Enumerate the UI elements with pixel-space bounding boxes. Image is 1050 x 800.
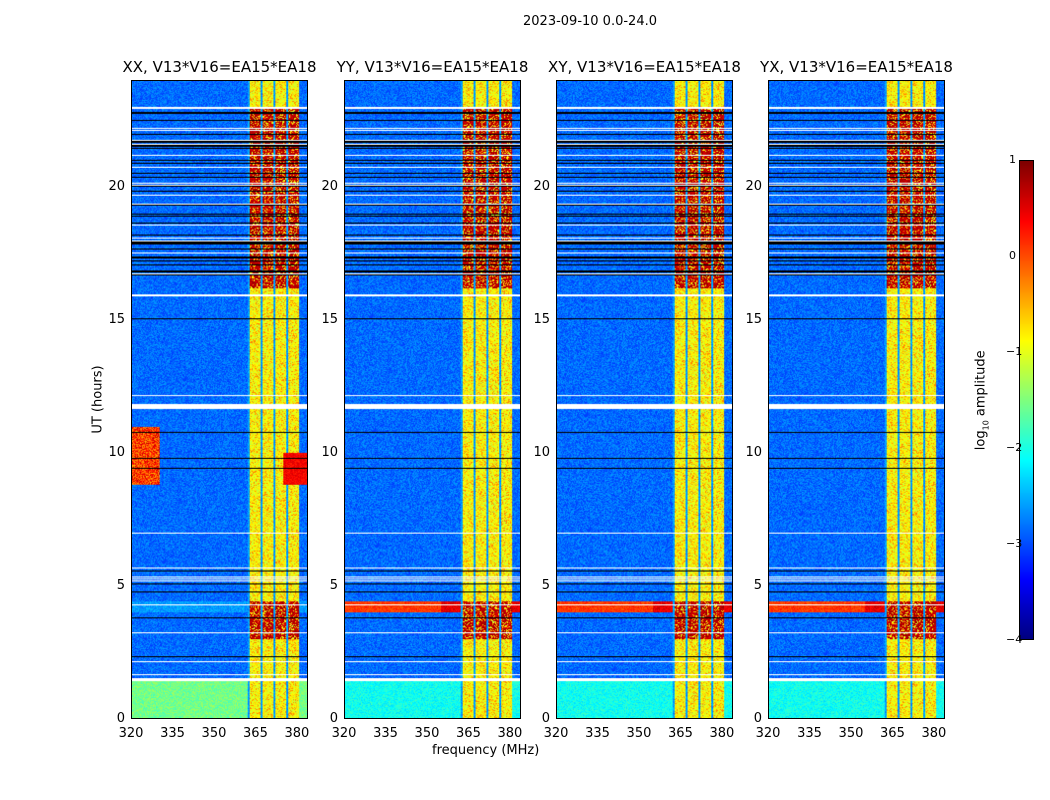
colorbar-label: log10 amplitude <box>973 350 991 451</box>
y-tick-label: 0 <box>329 711 338 726</box>
y-tick-label: 5 <box>753 577 762 593</box>
y-tick-label: 10 <box>321 444 338 460</box>
heatmap-image <box>556 80 733 719</box>
heatmap-panel-2: YY, V13*V16=EA15*EA18 320 335 350 365 380 0 5 10… <box>321 58 528 741</box>
heatmap-panel-1: XX, V13*V16=EA15*EA18 320 335 350 365 380 0 5 10… <box>108 58 316 741</box>
x-axis-label: frequency (MHz) <box>432 743 540 758</box>
panel-title: YY, V13*V16=EA15*EA18 <box>336 58 529 76</box>
x-tick-label: 350 <box>414 726 440 741</box>
y-tick-label: 10 <box>533 444 550 460</box>
colorbar-tick-label: −3 <box>1006 537 1023 550</box>
x-tick-label: 380 <box>497 726 523 741</box>
colorbar-tick-label: −4 <box>1006 633 1023 646</box>
x-tick-label: 335 <box>373 726 398 741</box>
x-tick-label: 350 <box>201 726 227 741</box>
panel-title: XX, V13*V16=EA15*EA18 <box>122 58 317 76</box>
x-tick-label: 320 <box>118 726 144 741</box>
y-tick-label: 5 <box>329 577 338 593</box>
heatmap-image <box>768 80 945 719</box>
colorbar-tick-label: −2 <box>1006 441 1023 454</box>
x-tick-label: 335 <box>797 726 822 741</box>
panel-title: YX, V13*V16=EA15*EA18 <box>760 58 953 76</box>
y-tick-label: 20 <box>321 178 338 194</box>
x-tick-label: 335 <box>585 726 610 741</box>
y-axis-label: UT (hours) <box>90 365 106 434</box>
x-tick-label: 320 <box>331 726 357 741</box>
y-tick-label: 10 <box>745 444 762 460</box>
panel-title: XY, V13*V16=EA15*EA18 <box>548 58 741 76</box>
heatmap-panel-3: XY, V13*V16=EA15*EA18 320 335 350 365 380 0 5 10… <box>533 58 740 741</box>
x-tick-label: 335 <box>160 726 185 741</box>
y-tick-label: 15 <box>533 311 550 327</box>
x-tick-label: 380 <box>921 726 947 741</box>
figure-suptitle: 2023-09-10 0.0-24.0 <box>523 14 657 29</box>
colorbar-tick-label: 0 <box>1009 249 1016 262</box>
y-tick-label: 10 <box>108 444 125 460</box>
heatmap-image <box>344 80 521 719</box>
y-tick-label: 5 <box>116 577 125 593</box>
x-tick-label: 380 <box>284 726 310 741</box>
x-tick-label: 365 <box>880 726 905 741</box>
y-tick-label: 0 <box>753 711 762 726</box>
x-tick-label: 320 <box>755 726 781 741</box>
y-tick-label: 20 <box>745 178 762 194</box>
colorbar <box>1019 160 1034 640</box>
x-tick-label: 365 <box>243 726 268 741</box>
y-tick-label: 15 <box>745 311 762 327</box>
x-tick-label: 350 <box>626 726 652 741</box>
x-tick-label: 350 <box>838 726 864 741</box>
x-tick-label: 365 <box>456 726 481 741</box>
colorbar-tick-label: −1 <box>1006 345 1023 358</box>
x-tick-label: 320 <box>543 726 569 741</box>
y-tick-label: 0 <box>541 711 550 726</box>
y-tick-label: 15 <box>321 311 338 327</box>
colorbar-tick-label: 1 <box>1009 153 1016 166</box>
y-tick-label: 5 <box>541 577 550 593</box>
x-tick-label: 365 <box>668 726 693 741</box>
y-tick-label: 15 <box>108 311 125 327</box>
y-tick-label: 0 <box>116 711 125 726</box>
y-tick-label: 20 <box>533 178 550 194</box>
x-tick-label: 380 <box>709 726 735 741</box>
heatmap-image <box>131 80 308 719</box>
y-tick-label: 20 <box>108 178 125 194</box>
heatmap-panel-4: YX, V13*V16=EA15*EA18 320 335 350 365 380 0 5 10… <box>745 58 952 741</box>
